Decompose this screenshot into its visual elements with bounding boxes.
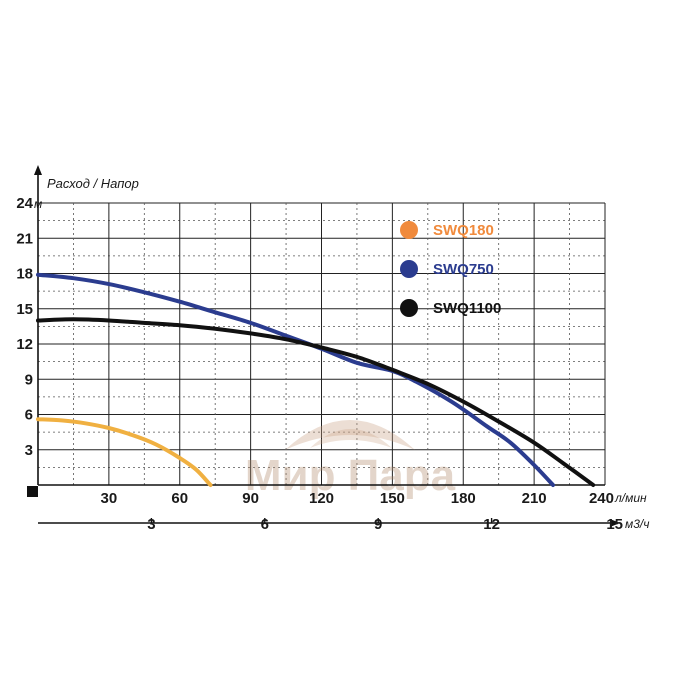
- legend-label-swq180: SWQ180: [433, 222, 494, 239]
- grid: [38, 202, 606, 485]
- x-tick-label: 120: [309, 490, 334, 507]
- watermark-inner-arc-icon: [310, 429, 392, 448]
- y-tick-label: 21: [16, 230, 33, 247]
- y-ticks: 3 6 9 12 15 18 21 24: [16, 195, 33, 459]
- y-axis-unit: м: [34, 197, 42, 211]
- secondary-x-tick-label: 3: [147, 516, 155, 533]
- y-tick-label: 3: [25, 442, 33, 459]
- x-tick-label: 240: [589, 490, 614, 507]
- y-tick-label: 9: [25, 371, 33, 388]
- x-tick-label: 180: [451, 490, 476, 507]
- x-axis-unit: л/мин: [614, 491, 647, 505]
- y-tick-label: 15: [16, 301, 33, 318]
- x-tick-label: 150: [380, 490, 405, 507]
- secondary-x-tick-label: 9: [374, 516, 382, 533]
- secondary-x-axis-arrow-icon: [610, 519, 620, 527]
- y-axis-arrow-icon: [34, 165, 42, 175]
- x-tick-label: 90: [242, 490, 259, 507]
- y-tick-label: 6: [25, 407, 33, 424]
- watermark: Мир Пара: [245, 420, 456, 500]
- legend: SWQ180 SWQ750 SWQ1100: [400, 221, 501, 317]
- series-line-swq1100: [36, 317, 596, 487]
- x-tick-label: 30: [101, 490, 118, 507]
- y-tick-label: 12: [16, 336, 33, 353]
- watermark-text: Мир Пара: [245, 451, 456, 500]
- x-tick-label: 210: [522, 490, 547, 507]
- legend-marker-swq1100: [400, 299, 418, 317]
- secondary-x-tick-label: 15: [606, 516, 623, 533]
- y-tick-label: 18: [16, 266, 33, 283]
- legend-marker-swq180: [400, 221, 418, 239]
- legend-marker-swq750: [400, 260, 418, 278]
- secondary-x-tick-label: 12: [483, 516, 500, 533]
- legend-label-swq750: SWQ750: [433, 261, 494, 278]
- chart-title: Расход / Напор: [47, 176, 139, 191]
- series-lines: [36, 272, 596, 487]
- x-ticks: 30 60 90 120 150 180 210 240: [101, 490, 614, 507]
- secondary-x-tick-label: 6: [261, 516, 269, 533]
- legend-label-swq1100: SWQ1100: [433, 300, 501, 317]
- axes: [27, 165, 620, 527]
- x-tick-label: 60: [171, 490, 188, 507]
- secondary-x-ticks: 3 6 9 12 15: [147, 516, 623, 533]
- series-line-swq180: [36, 417, 213, 487]
- secondary-x-axis-unit: м3/ч: [625, 517, 649, 531]
- origin-marker: [27, 486, 38, 497]
- y-tick-label: 24: [16, 195, 33, 212]
- watermark-arc-icon: [285, 420, 415, 450]
